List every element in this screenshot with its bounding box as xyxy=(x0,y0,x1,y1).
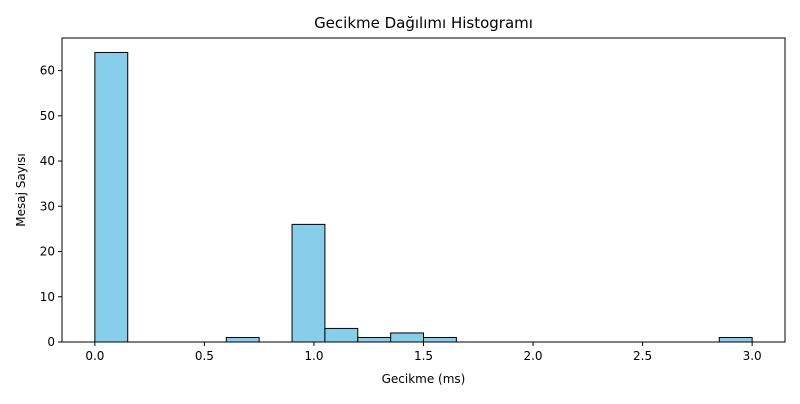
x-axis-label: Gecikme (ms) xyxy=(382,372,466,386)
chart-title: Gecikme Dağılımı Histogramı xyxy=(314,14,533,32)
histogram-bar-0 xyxy=(94,51,129,343)
x-tick-label: 0.0 xyxy=(85,349,104,363)
y-tick-label: 0 xyxy=(47,335,55,349)
histogram-bar-19 xyxy=(718,336,753,343)
axes-layer: 0.0 0.5 1.0 1.5 2.0 2.5 3.0 0 10 20 30 40 50 60 xyxy=(40,37,786,363)
y-tick-label: 60 xyxy=(40,64,55,78)
x-tick-label: 1.5 xyxy=(414,349,433,363)
histogram-bar-7 xyxy=(324,327,359,343)
histogram-bar-8 xyxy=(357,336,392,343)
x-tick-label: 2.5 xyxy=(633,349,652,363)
y-axis-label: Mesaj Sayısı xyxy=(14,153,28,226)
y-tick-label: 30 xyxy=(40,199,55,213)
plot-frame xyxy=(61,37,786,343)
x-tick-label: 1.0 xyxy=(304,349,323,363)
bars-layer xyxy=(94,51,753,343)
histogram-bar-9 xyxy=(390,332,424,343)
y-tick-label: 50 xyxy=(40,109,55,123)
y-tick-label: 20 xyxy=(40,245,55,259)
y-tick-label: 40 xyxy=(40,154,55,168)
y-tick-label: 10 xyxy=(40,290,55,304)
histogram-bar-4 xyxy=(225,336,260,343)
x-tick-label: 0.5 xyxy=(195,349,214,363)
histogram-bar-10 xyxy=(423,336,457,343)
histogram-bar-6 xyxy=(291,223,326,343)
x-tick-label: 3.0 xyxy=(743,349,762,363)
x-tick-label: 2.0 xyxy=(523,349,542,363)
